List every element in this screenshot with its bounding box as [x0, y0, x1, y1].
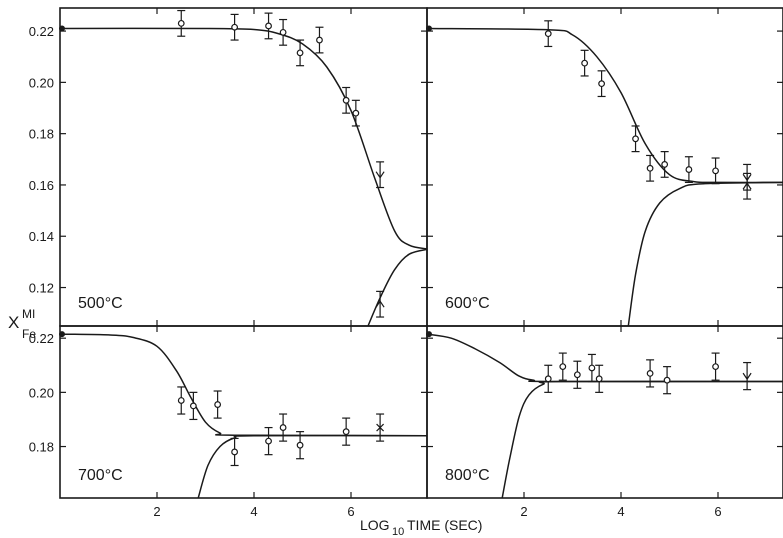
panels: 0.22 0.20 0.18 0.16 0.14 0.12 500°C 600°C 0.22 0.…	[29, 7, 783, 519]
x-tick-label: 4	[617, 504, 624, 519]
x-tick-label: 4	[250, 504, 257, 519]
temperature-label: 600°C	[445, 295, 490, 312]
initial-composition-point	[59, 25, 65, 32]
data-point	[581, 59, 589, 67]
panel-frame	[426, 325, 783, 499]
x-axis-label-rest: TIME (SEC)	[407, 517, 482, 533]
data-point	[595, 375, 603, 383]
data-point	[342, 428, 350, 436]
y-axis-label-subscript: Fe	[22, 327, 36, 341]
data-point	[265, 437, 272, 445]
rise-curve	[501, 380, 783, 498]
data-point-reversal-down	[375, 171, 385, 179]
y-axis-label-superscript: MI	[22, 307, 35, 321]
data-point	[573, 371, 581, 379]
initial-composition-point	[59, 331, 65, 338]
data-point	[663, 376, 671, 384]
x-tick-label: 6	[347, 504, 354, 519]
data-point-cross	[376, 423, 385, 432]
rise-curve	[627, 181, 783, 326]
decay-curve	[427, 333, 783, 383]
data-point	[189, 402, 197, 410]
temperature-label: 700°C	[78, 467, 123, 484]
x-tick-label: 2	[520, 504, 527, 519]
data-point-reversal-up	[375, 300, 385, 308]
data-point	[296, 49, 304, 57]
temperature-label: 500°C	[78, 295, 123, 312]
y-tick-label: 0.20	[29, 385, 54, 400]
x-axis-label: LOG	[360, 517, 390, 533]
x-tick-label: 6	[714, 504, 721, 519]
y-tick-label: 0.12	[29, 281, 54, 296]
data-point	[279, 28, 287, 36]
decay-curve	[60, 333, 427, 437]
data-point	[685, 166, 693, 173]
initial-composition-point	[426, 331, 432, 338]
data-point	[231, 448, 239, 456]
data-point	[588, 364, 596, 372]
data-point	[646, 370, 654, 377]
data-point	[544, 375, 552, 383]
y-tick-label: 0.14	[29, 229, 54, 244]
rise-curve	[197, 434, 427, 498]
data-point-reversal-up	[742, 182, 752, 190]
panel-frame	[426, 7, 783, 327]
data-point	[265, 22, 272, 30]
x-axis-label-subscript: 10	[392, 526, 404, 538]
y-tick-label: 0.22	[29, 331, 54, 346]
data-point-reversal-down	[742, 372, 752, 381]
temperature-label: 800°C	[445, 467, 490, 484]
decay-curve	[427, 27, 783, 184]
panel-frame	[59, 7, 428, 327]
data-point	[231, 23, 239, 31]
data-point	[352, 109, 360, 117]
data-point	[661, 161, 669, 168]
data-point	[632, 135, 639, 143]
data-point	[544, 30, 552, 38]
decay-curve	[60, 27, 427, 250]
x-tick-label: 2	[153, 504, 160, 519]
data-point	[342, 96, 350, 104]
y-tick-label: 0.18	[29, 127, 54, 142]
rise-curve	[367, 248, 427, 326]
data-point	[598, 80, 605, 88]
data-point	[177, 397, 185, 404]
y-tick-label: 0.22	[29, 24, 54, 39]
data-point	[559, 363, 567, 371]
y-axis-label: X	[8, 313, 19, 332]
data-point	[296, 441, 304, 449]
data-point	[214, 401, 222, 408]
y-tick-label: 0.16	[29, 178, 54, 193]
data-point	[279, 424, 287, 431]
y-tick-label: 0.20	[29, 75, 54, 90]
data-point	[177, 19, 185, 27]
data-point	[712, 363, 719, 371]
data-point	[316, 36, 323, 44]
data-point	[646, 164, 654, 172]
initial-composition-point	[426, 25, 432, 32]
data-point	[712, 167, 719, 175]
y-tick-label: 0.18	[29, 440, 54, 455]
